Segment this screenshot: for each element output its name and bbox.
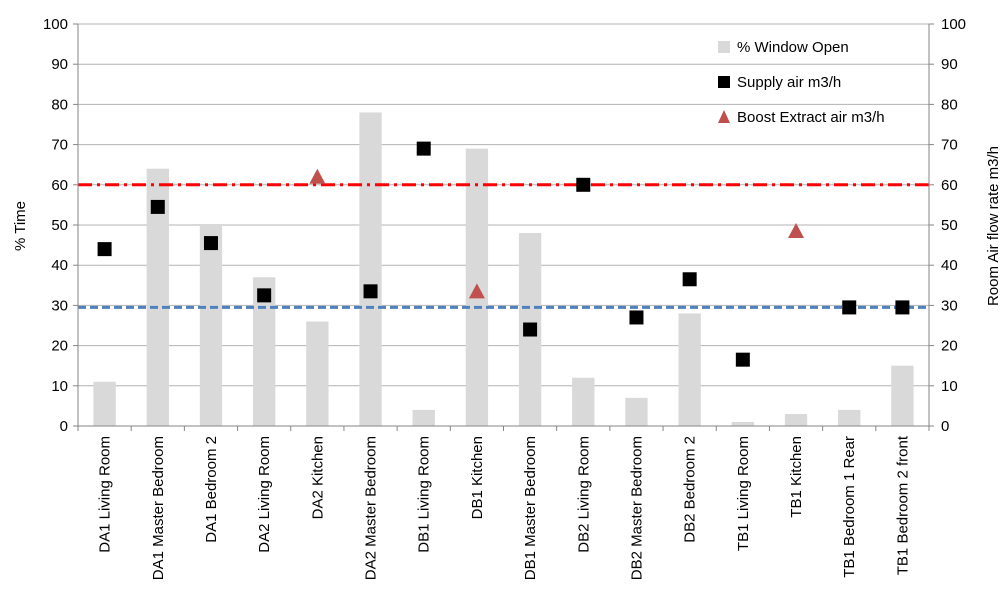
x-category-label: TB1 Bedroom 2 front [894, 435, 911, 575]
y-axis-title: % Time [12, 201, 29, 251]
legend-label: % Window Open [737, 39, 849, 56]
tick-labels: 0 0 10 10 20 20 30 30 40 40 50 50 60 60 70 70 80 80 90 90 10… [43, 16, 966, 580]
y-tick-label: 0 [60, 418, 68, 435]
bar-window-open [359, 112, 382, 426]
marker-supply-air [416, 141, 431, 156]
x-category-label: TB1 Kitchen [788, 436, 805, 518]
bar-window-open [252, 277, 276, 426]
x-category-label: DA1 Bedroom 2 [203, 436, 220, 543]
y2-axis-title: Room Air flow rate m3/h [985, 146, 1002, 306]
y-tick-label: 60 [51, 177, 68, 194]
legend: % Window Open Supply air m3/h Boost Extrac… [718, 39, 885, 126]
y2-tick-label: 40 [941, 257, 958, 274]
x-category-label: DB1 Kitchen [469, 436, 486, 519]
marker-supply-air [842, 300, 857, 315]
markers [97, 141, 910, 367]
marker-supply-air [895, 300, 910, 315]
marker-supply-air [257, 288, 272, 303]
bar-window-open [891, 365, 914, 426]
x-category-label: TB1 Bedroom 1 Rear [841, 436, 858, 578]
x-category-label: DA1 Master Bedroom [150, 436, 167, 580]
axes [73, 23, 934, 431]
bar-window-open [306, 321, 329, 426]
marker-supply-air [150, 199, 165, 214]
y-tick-label: 30 [51, 297, 68, 314]
marker-supply-air [523, 322, 538, 337]
x-category-label: DA2 Living Room [256, 436, 273, 553]
marker-boost-extract [309, 168, 326, 184]
marker-supply-air [735, 352, 750, 367]
x-category-label: DB2 Living Room [575, 436, 592, 553]
bar-window-open [731, 421, 755, 426]
y2-tick-label: 50 [941, 217, 958, 234]
marker-supply-air [203, 236, 218, 251]
reference-lines [78, 183, 929, 309]
bars-window-open [93, 112, 914, 426]
x-category-label: DA2 Master Bedroom [363, 436, 380, 580]
legend-swatch-boost-extract [718, 110, 730, 123]
bar-window-open [625, 397, 648, 426]
y-tick-label: 100 [43, 16, 68, 33]
marker-supply-air [682, 272, 697, 287]
bar-window-open [784, 413, 808, 426]
y-tick-label: 70 [51, 137, 68, 154]
y-tick-label: 20 [51, 338, 68, 355]
marker-supply-air [363, 284, 378, 299]
legend-swatch-supply-air [718, 76, 730, 88]
legend-label: Boost Extract air m3/h [737, 109, 885, 126]
y2-tick-label: 70 [941, 137, 958, 154]
legend-swatch-window-open [718, 41, 730, 53]
x-category-label: DA2 Kitchen [309, 436, 326, 519]
legend-label: Supply air m3/h [737, 74, 841, 91]
marker-supply-air [629, 310, 644, 325]
bar-window-open [93, 381, 116, 426]
y2-tick-label: 10 [941, 378, 958, 395]
x-category-label: DB2 Master Bedroom [628, 436, 645, 580]
y-tick-label: 80 [51, 96, 68, 113]
x-category-label: TB1 Living Room [735, 436, 752, 551]
bar-window-open [572, 377, 595, 426]
bar-window-open [199, 225, 223, 426]
y-tick-label: 90 [51, 56, 68, 73]
x-category-label: DB2 Bedroom 2 [682, 436, 699, 543]
y-tick-label: 40 [51, 257, 68, 274]
y2-tick-label: 30 [941, 297, 958, 314]
bar-window-open [838, 409, 861, 426]
marker-boost-extract [468, 283, 485, 299]
marker-boost-extract [788, 223, 805, 239]
x-category-label: DB1 Living Room [416, 436, 433, 553]
y2-tick-label: 0 [941, 418, 949, 435]
bar-window-open [146, 168, 169, 426]
marker-supply-air [576, 177, 591, 192]
marker-supply-air [97, 242, 112, 257]
y2-tick-label: 20 [941, 338, 958, 355]
y2-tick-label: 100 [941, 16, 966, 33]
y-tick-label: 50 [51, 217, 68, 234]
y-tick-label: 10 [51, 378, 68, 395]
y2-tick-label: 60 [941, 177, 958, 194]
x-category-label: DA1 Living Room [97, 436, 114, 553]
x-category-label: DB1 Master Bedroom [522, 436, 539, 580]
y2-tick-label: 80 [941, 96, 958, 113]
bar-window-open [678, 313, 701, 426]
bar-window-open [412, 409, 435, 426]
y2-tick-label: 90 [941, 56, 958, 73]
